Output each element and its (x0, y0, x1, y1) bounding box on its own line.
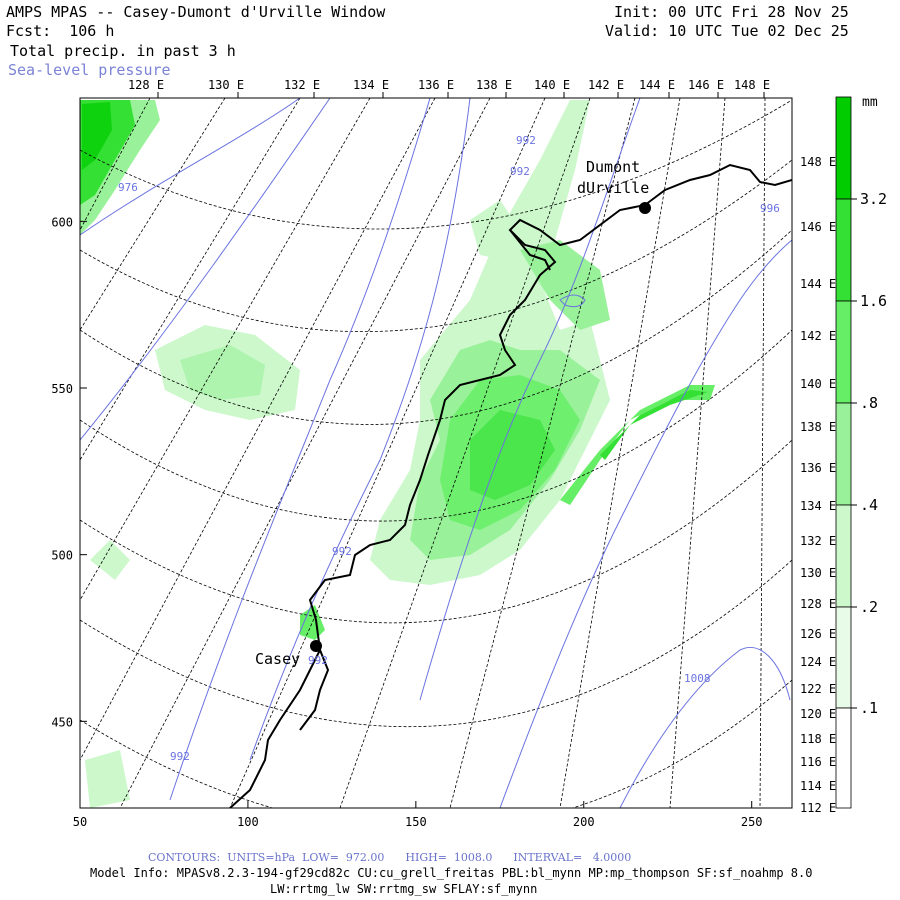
lon-label-top: 148 E (734, 78, 770, 92)
map-title: AMPS MPAS -- Casey-Dumont d'Urville Wind… (6, 3, 386, 21)
casey-marker (310, 640, 322, 652)
lon-label-right: 120 E (800, 707, 836, 721)
y-tick-label: 600 (51, 215, 73, 229)
colorbar-swatch (835, 96, 852, 200)
lon-label-right: 114 E (800, 779, 836, 793)
overlay-name: Sea-level pressure (8, 61, 171, 79)
contour-label: 1008 (684, 672, 711, 685)
colorbar-swatch (835, 504, 852, 608)
y-tick-label: 550 (51, 382, 73, 396)
colorbar-label: .4 (860, 496, 878, 514)
init-time: Init: 00 UTC Fri 28 Nov 25 (614, 3, 849, 21)
lon-label-right: 128 E (800, 597, 836, 611)
lon-label-top: 132 E (284, 78, 320, 92)
lon-label-top: 128 E (128, 78, 164, 92)
lon-label-right: 144 E (800, 277, 836, 291)
graticule (80, 98, 792, 808)
lon-label-right: 132 E (800, 534, 836, 548)
model-info: Model Info: MPASv8.2.3-194-gf29cd82c CU:… (90, 866, 813, 880)
lon-label-right: 122 E (800, 682, 836, 696)
lon-label-right: 140 E (800, 377, 836, 391)
x-tick-label: 150 (405, 815, 427, 829)
valid-time: Valid: 10 UTC Tue 02 Dec 25 (605, 22, 849, 40)
place-label-dumont: Dumont (586, 158, 640, 176)
colorbar-label: 1.6 (860, 292, 887, 310)
colorbar-unit: mm (862, 95, 878, 110)
right-lon-labels: 148 E 146 E 144 E 142 E 140 E 138 E 136 E 134 E… (800, 155, 836, 815)
colorbar-swatch (835, 606, 852, 709)
lon-label-right: 130 E (800, 566, 836, 580)
forecast-hour: Fcst: 106 h (6, 22, 115, 40)
contour-label: 976 (118, 181, 138, 194)
lon-label-right: 146 E (800, 220, 836, 234)
colorbar-label: .1 (860, 699, 878, 717)
contour-label: 996 (760, 202, 780, 215)
contour-label: 992 (510, 165, 530, 178)
place-label-durville: dUrville (577, 179, 649, 197)
lon-label-top: 134 E (353, 78, 389, 92)
colorbar-swatch (835, 300, 852, 404)
colorbar-swatch (835, 198, 852, 302)
precip-field (80, 100, 715, 808)
colorbar-label: .8 (860, 394, 878, 412)
lon-label-top: 146 E (688, 78, 724, 92)
lon-label-right: 124 E (800, 655, 836, 669)
model-info-2: LW:rrtmg_lw SW:rrtmg_sw SFLAY:sf_mynn (270, 882, 538, 896)
field-name: Total precip. in past 3 h (10, 42, 236, 60)
x-tick-label: 50 (73, 815, 87, 829)
contour-label: 992 (170, 750, 190, 763)
place-label-casey: Casey (255, 650, 300, 668)
contour-info: CONTOURS: UNITS=hPa LOW= 972.00 HIGH= 10… (148, 851, 632, 864)
contour-labels: 976 992 992 992 992 992 996 1008 (118, 134, 780, 763)
y-tick-label: 500 (51, 549, 73, 563)
contour-label: 992 (308, 654, 328, 667)
x-axis-ticks: 50 100 150 200 250 (73, 801, 763, 829)
lon-label-right: 126 E (800, 627, 836, 641)
lon-label-top: 136 E (418, 78, 454, 92)
lon-label-right: 148 E (800, 155, 836, 169)
lon-label-top: 138 E (476, 78, 512, 92)
y-axis-ticks: 600 550 500 450 (51, 215, 87, 729)
colorbar-label: 3.2 (860, 190, 887, 208)
dumont-durville-marker (639, 202, 651, 214)
lon-label-top: 130 E (208, 78, 244, 92)
colorbar: mm 3.2 1.6 .8 .4 .2 .1 (835, 95, 887, 809)
plot-frame (79, 97, 793, 809)
lon-label-right: 118 E (800, 732, 836, 746)
colorbar-swatch (835, 707, 852, 809)
lon-label-right: 116 E (800, 755, 836, 769)
lon-label-top: 144 E (639, 78, 675, 92)
top-lon-labels: 128 E 130 E 132 E 134 E 136 E 138 E 140 E 142 E… (128, 78, 770, 92)
lon-label-right: 134 E (800, 499, 836, 513)
colorbar-swatch (835, 402, 852, 506)
colorbar-label: .2 (860, 598, 878, 616)
lon-label-top: 142 E (588, 78, 624, 92)
lon-label-right: 138 E (800, 420, 836, 434)
pressure-contours (80, 98, 792, 808)
x-tick-label: 100 (237, 815, 259, 829)
lon-label-right: 136 E (800, 461, 836, 475)
lon-label-right: 142 E (800, 329, 836, 343)
lon-label-right: 112 E (800, 801, 836, 815)
contour-label: 992 (516, 134, 536, 147)
x-tick-label: 200 (573, 815, 595, 829)
lon-label-top: 140 E (534, 78, 570, 92)
contour-label: 992 (332, 545, 352, 558)
y-tick-label: 450 (51, 715, 73, 729)
top-lon-ticks (157, 92, 765, 98)
x-tick-label: 250 (741, 815, 763, 829)
